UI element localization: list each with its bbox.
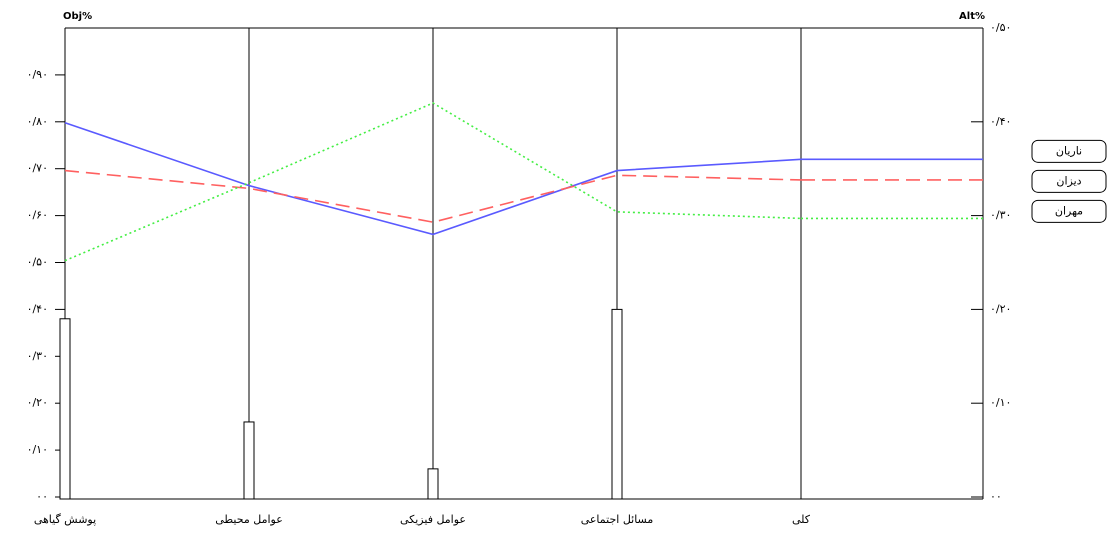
y2-tick-label: ۰/۲۰ xyxy=(990,302,1011,315)
y-tick-label: ۰/۴۰ xyxy=(27,302,48,315)
y2-tick-label: ۰/۳۰ xyxy=(990,209,1011,222)
y2-tick-label: ۰/۴۰ xyxy=(990,115,1011,128)
y-tick-label: ۰/۱۰ xyxy=(27,443,48,456)
y-tick-label: ۰/۷۰ xyxy=(27,162,48,175)
y-tick-label: ۰/۸۰ xyxy=(27,115,48,128)
legend-label[interactable]: ناریان xyxy=(1056,144,1082,157)
y-axis-label: Obj% xyxy=(63,11,92,22)
series-line xyxy=(64,102,802,262)
y-tick-label: ۰/۳۰ xyxy=(27,349,48,362)
y-tick-label: ۰۰ xyxy=(36,490,48,503)
y-tick-label: ۰/۹۰ xyxy=(27,68,48,81)
x-tick-label: پوشش گیاهی xyxy=(34,513,96,526)
bar xyxy=(243,421,255,500)
legend-box[interactable] xyxy=(1031,169,1107,193)
bar xyxy=(427,468,439,500)
y2-tick-label: ۰۰ xyxy=(990,490,1002,503)
y-tick-label: ۰/۲۰ xyxy=(27,396,48,409)
y2-axis-label: Alt% xyxy=(959,11,985,22)
x-tick-label: عوامل محیطی xyxy=(215,513,283,526)
y-tick-label: ۰/۶۰ xyxy=(27,209,48,222)
x-tick-label: مسائل اجتماعی xyxy=(581,513,654,526)
series-line xyxy=(64,121,802,236)
bar xyxy=(611,308,623,500)
legend-label[interactable]: مهران xyxy=(1055,204,1083,217)
x-tick-label: کلی xyxy=(792,513,811,526)
bar xyxy=(59,318,71,500)
y2-tick-label: ۰/۱۰ xyxy=(990,396,1011,409)
legend-box[interactable] xyxy=(1031,139,1107,163)
x-tick-label: عوامل فیزیکی xyxy=(400,513,466,526)
legend-label[interactable]: دیزان xyxy=(1056,174,1081,187)
y-tick-label: ۰/۵۰ xyxy=(27,256,48,269)
legend-box[interactable] xyxy=(1031,199,1107,223)
y2-tick-label: ۰/۵۰ xyxy=(990,21,1011,34)
